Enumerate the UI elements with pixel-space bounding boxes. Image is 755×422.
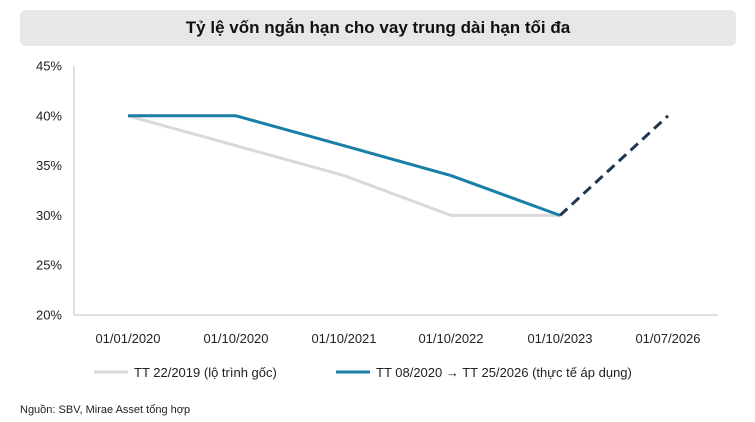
x-tick-label: 01/10/2021 (311, 331, 376, 346)
chart-axes: 45% 40% 35% 30% 25% 20% 01/01/2020 01/10/2020 01… (36, 59, 718, 346)
chart-title-bar: Tỷ lệ vốn ngắn hạn cho vay trung dài hạn… (20, 10, 736, 46)
series-line-original-roadmap (127, 114, 560, 217)
x-tick-label: 01/10/2022 (418, 331, 483, 346)
x-tick-label: 01/10/2020 (203, 331, 268, 346)
x-tick-label: 01/10/2023 (527, 331, 592, 346)
series-line-actual (128, 114, 561, 217)
x-tick-label: 01/01/2020 (95, 331, 160, 346)
y-tick-label: 25% (36, 258, 62, 273)
y-tick-label: 30% (36, 208, 62, 223)
chart-title: Tỷ lệ vốn ngắn hạn cho vay trung dài hạn… (185, 18, 571, 37)
y-tick-label: 40% (36, 108, 62, 123)
source-note: Nguồn: SBV, Mirae Asset tổng hợp (20, 404, 191, 416)
chart-legend: TT 22/2019 (lộ trình gốc) TT 08/2020 → TT… (94, 365, 632, 380)
y-tick-label: 45% (36, 59, 62, 74)
y-tick-label: 35% (36, 158, 62, 173)
line-chart: 45% 40% 35% 30% 25% 20% 01/01/2020 01/10/2020 01… (36, 59, 718, 380)
legend-label: TT 22/2019 (lộ trình gốc) (134, 365, 277, 380)
legend-label: TT 08/2020 → TT 25/2026 (thực tế áp dụng… (376, 365, 632, 380)
y-tick-label: 20% (36, 308, 62, 323)
chart-lines (127, 114, 670, 217)
series-line-dashed-projection (558, 114, 670, 217)
x-tick-label: 01/07/2026 (635, 331, 700, 346)
